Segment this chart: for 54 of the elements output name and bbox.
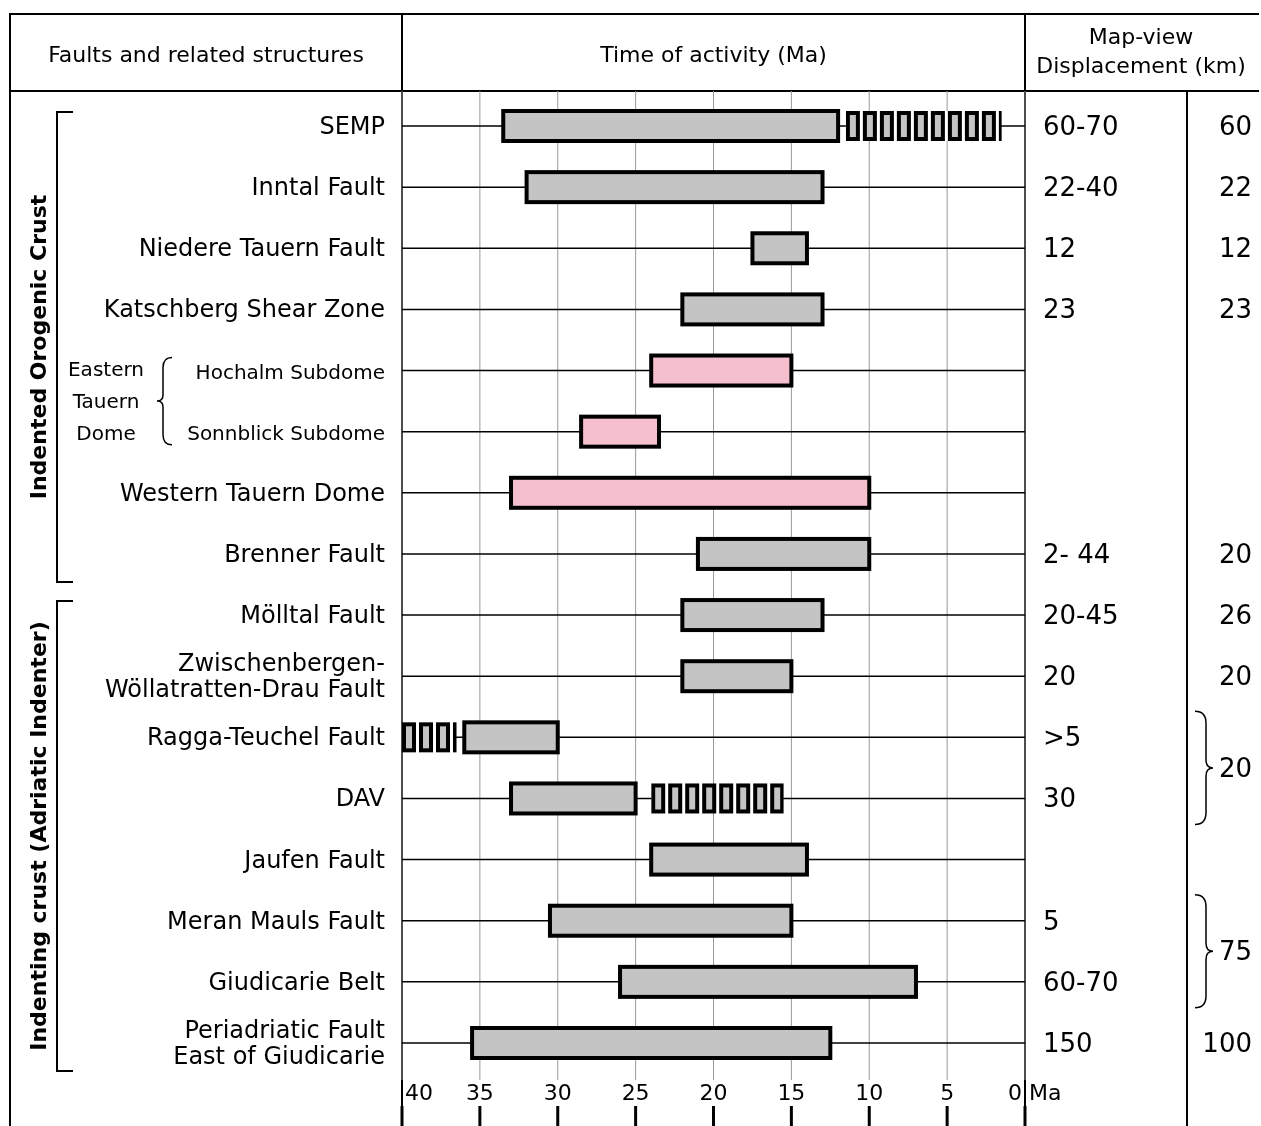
y-tick-label: Periadriatic Fault East of Giudicarie — [173, 1016, 385, 1070]
y-tick-label: Sonnblick Subdome — [187, 420, 385, 445]
x-tick-label: 10 — [855, 1080, 884, 1105]
text: 60-70 — [1043, 966, 1119, 997]
text: 20-45 — [1043, 600, 1119, 631]
text: 20 — [1043, 661, 1077, 692]
text: 12 — [1218, 233, 1252, 264]
x-tick-label: 0 — [1008, 1080, 1022, 1105]
chart-title: Time of activity (Ma) — [599, 42, 827, 67]
x-tick-label: 40 — [405, 1080, 433, 1105]
y-tick-label: Hochalm Subdome — [195, 359, 385, 384]
text: 60-70 — [1043, 111, 1119, 141]
text: 100 — [1202, 1028, 1252, 1058]
text: Map-view Displacement (km) — [1036, 24, 1246, 78]
text: 23 — [1218, 294, 1252, 325]
y-tick-label: Niedere Tauern Fault — [138, 234, 385, 263]
text: 150 — [1043, 1028, 1093, 1058]
text: 23 — [1043, 294, 1077, 325]
text: 2- 44 — [1043, 538, 1111, 569]
y-tick-label: Mölltal Fault — [240, 601, 385, 630]
text: 26 — [1218, 600, 1252, 631]
x-tick-label: 30 — [543, 1080, 572, 1105]
text: 5 — [1043, 905, 1060, 936]
text: 60 — [1218, 111, 1252, 141]
y-axis-title: Faults and related structures — [48, 42, 364, 67]
text: 75 — [1218, 936, 1252, 967]
y-tick-label: Ragga-Teuchel Fault — [146, 723, 385, 752]
x-axis-title: Ma — [1029, 1080, 1062, 1105]
y-tick-label: Inntal Fault — [251, 173, 385, 202]
text: 22-40 — [1043, 172, 1119, 203]
text: 20 — [1218, 752, 1252, 783]
y-tick-label: SEMP — [319, 112, 385, 140]
y-tick-label: Meran Mauls Fault — [167, 906, 385, 935]
x-tick-label: 25 — [621, 1080, 650, 1105]
y-tick-label: DAV — [335, 784, 386, 813]
text: 20 — [1218, 661, 1252, 692]
text: 22 — [1218, 172, 1252, 203]
x-tick-label: 20 — [699, 1080, 728, 1105]
y-tick-label: Western Tauern Dome — [119, 478, 385, 507]
text: Indenting crust (Adriatic Indenter) — [26, 621, 51, 1051]
y-tick-label: Katschberg Shear Zone — [103, 295, 385, 324]
text: Eastern Tauern Dome — [67, 357, 145, 446]
text: 12 — [1043, 233, 1077, 264]
x-tick-label: 35 — [465, 1080, 494, 1105]
y-tick-label: Giudicarie Belt — [208, 967, 385, 996]
text: 20 — [1218, 538, 1252, 569]
y-tick-label: Jaufen Fault — [242, 845, 385, 874]
x-tick-label: 5 — [940, 1080, 955, 1105]
text: Indented Orogenic Crust — [26, 194, 51, 500]
text: 30 — [1043, 783, 1077, 814]
y-tick-label: Zwischenbergen- Wöllatratten-Drau Fault — [105, 649, 385, 704]
x-tick-label: 15 — [777, 1080, 806, 1105]
text: >5 — [1043, 722, 1082, 753]
y-tick-label: Brenner Fault — [224, 539, 385, 568]
